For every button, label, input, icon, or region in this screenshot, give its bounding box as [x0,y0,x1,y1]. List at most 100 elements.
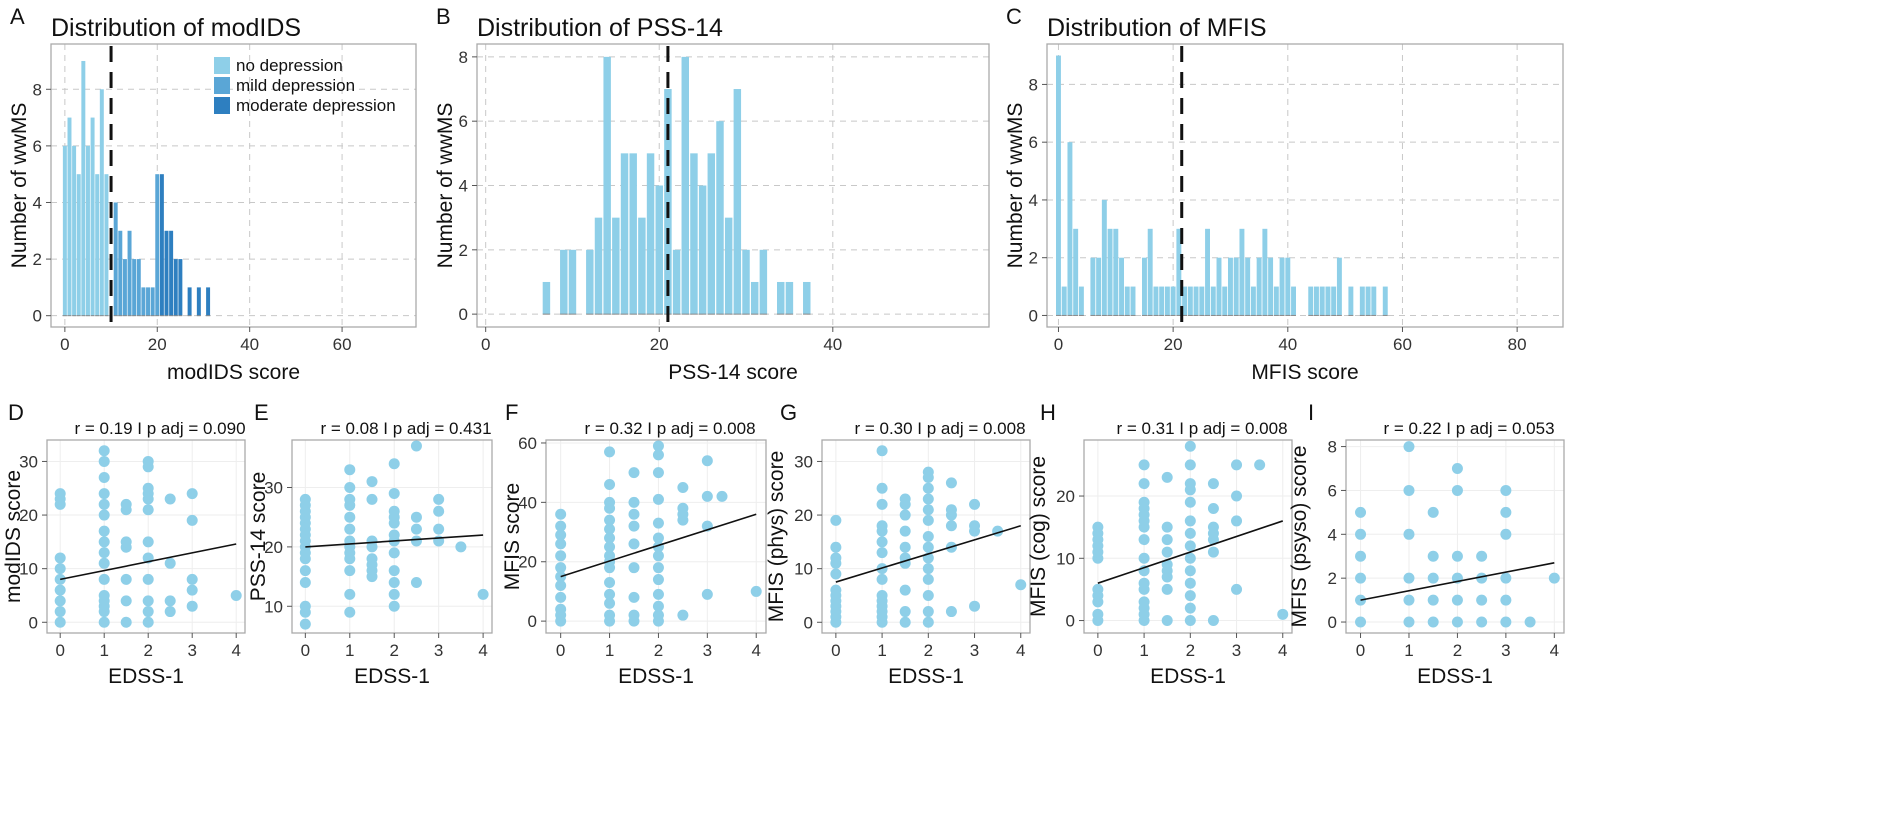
y-axis-label: MFIS score [501,483,524,590]
scatter-point [628,591,640,603]
scatter-point [142,573,154,585]
scatter-point [98,472,110,484]
y-tick-label: 0 [29,613,38,632]
plot-frame [1345,439,1565,634]
x-tick-label: 2 [1453,641,1462,660]
y-tick-label: 4 [33,193,42,212]
scatter-point [945,520,957,532]
x-tick-label: 0 [831,641,840,660]
scatter-point [652,449,664,461]
x-tick-label: 3 [970,641,979,660]
histogram-bar [1176,228,1182,316]
histogram-bar [1256,257,1262,316]
x-tick-label: 1 [99,641,108,660]
regression-line [835,525,1021,583]
scatter-point [344,523,356,535]
panel-a: A Distribution of modIDS 0 20 40 60 0 2 4 6 8 modID… [8,4,417,384]
regression-line [60,543,237,581]
x-tick-label: 2 [143,641,152,660]
scatter-point [388,565,400,577]
histogram-bar [1170,286,1176,316]
scatter-point [1427,506,1439,518]
histogram-bar [81,60,86,316]
y-axis-label: MFIS (psyso) score [1288,445,1311,627]
stat-annotation: r = 0.08 I p adj = 0.431 [320,419,491,438]
x-axis-label: EDSS-1 [888,665,964,688]
scatter-point [344,482,356,494]
scatter-point [876,445,888,457]
scatter-point [344,588,356,600]
histogram-bar [90,117,95,316]
scatter-point [969,600,981,612]
histogram-bar [141,287,146,316]
histogram-bar [629,153,637,315]
x-tick-label: 0 [481,335,490,354]
scatter-point [1184,540,1196,552]
histogram-bar [655,185,663,315]
stat-annotation: r = 0.32 I p adj = 0.008 [584,419,755,438]
scatter-point [366,553,378,565]
y-tick-label: 4 [459,177,468,196]
scatter-point [1277,608,1289,620]
plot-frame [291,439,493,634]
scatter-point [1138,459,1150,471]
scatter-point [1524,616,1536,628]
scatter-point [98,525,110,537]
scatter-point [922,573,934,585]
scatter-point [922,466,934,478]
scatter-point [410,523,422,535]
histogram-bar [1273,286,1279,316]
legend-swatch [214,57,230,74]
histogram-bar [155,174,160,316]
scatter-point [1355,506,1367,518]
histogram-bar [1228,257,1233,316]
y-tick-label: 0 [804,613,813,632]
scatter-point [142,482,154,494]
scatter-point [555,603,567,615]
histogram-bar [1233,257,1239,316]
x-tick-label: 4 [1550,641,1559,660]
scatter-point [388,547,400,559]
scatter-point [1451,484,1463,496]
scatter-point [1015,579,1027,591]
panel-letter: G [780,400,797,425]
x-axis-label: EDSS-1 [1150,665,1226,688]
histogram-bar [146,287,151,316]
scatter-point [98,589,110,601]
x-tick-label: 1 [605,641,614,660]
scatter-point [604,479,616,491]
histogram-bar [603,56,611,315]
scatter-point [701,455,713,467]
scatter-point [1476,594,1488,606]
scatter-point [555,508,567,520]
histogram-bar [1250,286,1256,316]
y-axis-label: PSS-14 score [247,472,270,602]
scatter-point [54,616,66,628]
scatter-point [120,573,132,585]
grid-lines [1047,44,1563,327]
scatter-point [299,600,311,612]
histogram-bar [1245,257,1251,316]
scatter-point [98,573,110,585]
panel-letter: C [1006,4,1022,29]
scatter-point [1451,594,1463,606]
histogram-bar [664,89,672,315]
scatter-point [677,482,689,494]
histogram-bar [1291,286,1296,316]
y-tick-label: 8 [1328,438,1337,457]
scatter-point [366,493,378,505]
scatter-point [652,588,664,600]
scatter-point [120,536,132,548]
scatter-point [922,514,934,526]
histogram-bar [672,249,681,315]
scatter-point [410,440,422,452]
histogram-bar [560,249,568,315]
scatter-point [604,523,616,535]
scatter-point [1184,590,1196,602]
histogram-bar [1164,286,1170,316]
scatter-point [922,504,934,516]
scatter-point [164,557,176,569]
histogram-bar [127,230,132,316]
scatter-point [922,616,934,628]
scatter-point [604,532,616,544]
